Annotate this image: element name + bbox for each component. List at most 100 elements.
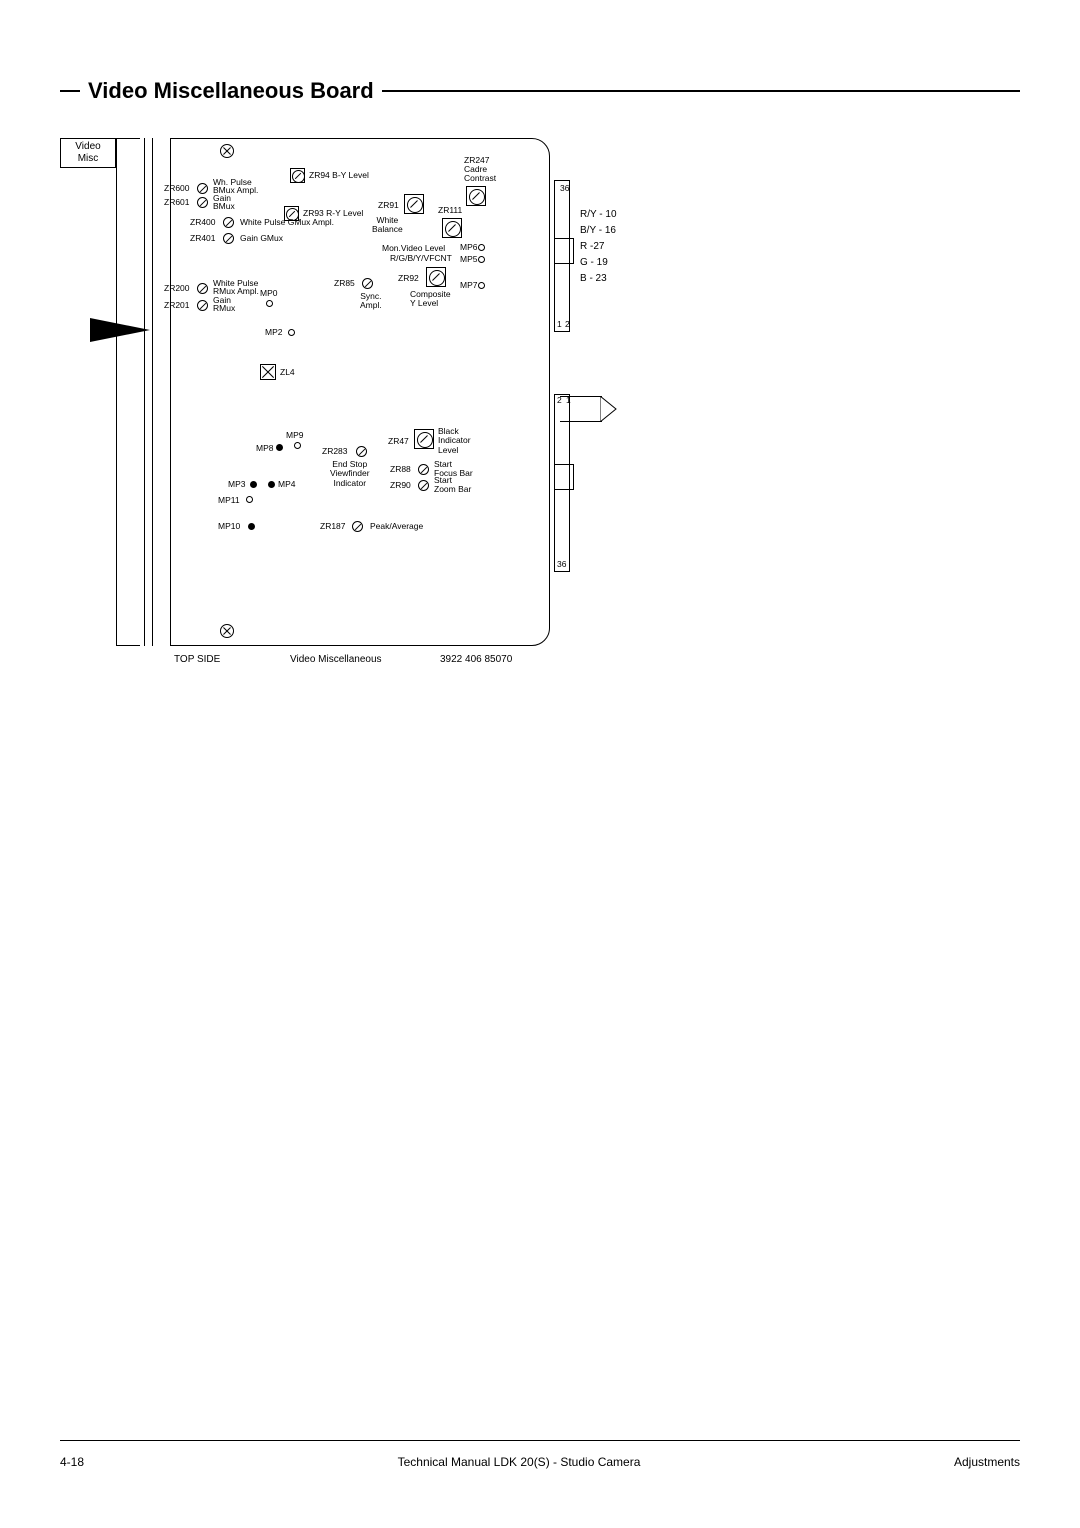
- mp7: [478, 282, 485, 289]
- label-zr85: ZR85: [334, 279, 355, 288]
- label-zr600: ZR600: [164, 184, 190, 193]
- side-label: Video Misc: [60, 138, 116, 168]
- pot-zr201: [197, 300, 208, 311]
- arrow-box: [560, 396, 602, 422]
- screw-icon: [220, 624, 234, 638]
- pot-zr94: [290, 168, 305, 183]
- mp0: [266, 300, 273, 307]
- footer-section: Adjustments: [954, 1455, 1020, 1469]
- pot-zr247: [466, 186, 486, 206]
- label-36-top: 36: [560, 184, 569, 193]
- arrow-icon: [600, 396, 630, 422]
- legend-item: B/Y - 16: [580, 225, 617, 236]
- mp2: [288, 329, 295, 336]
- vert-strip: [140, 138, 164, 646]
- label-zr401: ZR401: [190, 234, 216, 243]
- legend-item: R/Y - 10: [580, 209, 617, 220]
- mp11: [246, 496, 253, 503]
- mp3: [250, 481, 257, 488]
- label-conn-1: 1: [557, 320, 562, 329]
- pot-zr85: [362, 278, 373, 289]
- label-zr111: ZR111: [438, 206, 462, 215]
- label-36-bot: 36: [557, 560, 566, 569]
- footer-left: TOP SIDE: [174, 654, 220, 665]
- label-mon-video: Mon.Video Level: [382, 244, 445, 253]
- page-number: 4-18: [60, 1455, 84, 1469]
- label-contrast: Contrast: [464, 174, 496, 183]
- pot-zr47: [414, 429, 434, 449]
- label-mp0: MP0: [260, 289, 277, 298]
- label-mp9: MP9: [286, 431, 303, 440]
- label-zr601: ZR601: [164, 198, 190, 207]
- label-sync: Sync. Ampl.: [360, 292, 382, 311]
- pot-zr111: [442, 218, 462, 238]
- pot-zr283: [356, 446, 367, 457]
- label-mp3: MP3: [228, 480, 245, 489]
- label-mp7: MP7: [460, 281, 477, 290]
- pot-zr92: [426, 267, 446, 287]
- pot-zr400: [223, 217, 234, 228]
- pot-zr601: [197, 197, 208, 208]
- diagram: Video Misc ZR600 Wh. Pulse BMux Ampl. ZR…: [60, 126, 680, 686]
- label-zr47: ZR47: [388, 437, 409, 446]
- label-rgbyv: R/G/B/Y/VFCNT: [390, 254, 452, 263]
- label-zr200: ZR200: [164, 284, 190, 293]
- mp5: [478, 256, 485, 263]
- footer-rule: [60, 1440, 1020, 1441]
- pot-zr93: [284, 206, 299, 221]
- pot-zr187: [352, 521, 363, 532]
- label-comp-y: Composite Y Level: [410, 290, 451, 309]
- footer-center: Video Miscellaneous: [290, 654, 382, 665]
- label-zr88: ZR88: [390, 465, 411, 474]
- footer-title: Technical Manual LDK 20(S) - Studio Came…: [398, 1455, 641, 1469]
- pot-zr200: [197, 283, 208, 294]
- mp10: [248, 523, 255, 530]
- bracket: [116, 138, 140, 646]
- mp9: [294, 442, 301, 449]
- label-peak-avg: Peak/Average: [370, 522, 423, 531]
- page: Video Miscellaneous Board Video Misc ZR6…: [60, 90, 1020, 686]
- page-title: Video Miscellaneous Board: [80, 78, 382, 104]
- label-bmux: BMux: [213, 202, 235, 211]
- label-zl4: ZL4: [280, 368, 295, 377]
- pot-zr600: [197, 183, 208, 194]
- label-mp10: MP10: [218, 522, 240, 531]
- legend-item: G - 19: [580, 257, 617, 268]
- label-rmux: RMux: [213, 304, 235, 313]
- label-black-ind: Black Indicator Level: [438, 427, 471, 455]
- connector-slot-top: [554, 238, 574, 264]
- label-mp4: MP4: [278, 480, 295, 489]
- label-zr400: ZR400: [190, 218, 216, 227]
- label-mp11: MP11: [218, 496, 240, 505]
- pot-zr90: [418, 480, 429, 491]
- label-end-stop: End Stop Viewfinder Indicator: [330, 460, 370, 488]
- label-zr93: ZR93 R-Y Level: [303, 209, 363, 218]
- label-mp6: MP6: [460, 243, 477, 252]
- page-footer: 4-18 Technical Manual LDK 20(S) - Studio…: [60, 1455, 1020, 1469]
- mp8: [276, 444, 283, 451]
- side-label-line2: Misc: [61, 153, 115, 165]
- label-zr201: ZR201: [164, 301, 190, 310]
- legend-item: R -27: [580, 241, 617, 252]
- pot-zr88: [418, 464, 429, 475]
- pot-zr401: [223, 233, 234, 244]
- mp6: [478, 244, 485, 251]
- side-label-line1: Video: [61, 141, 115, 153]
- label-gain-gmux: Gain GMux: [240, 234, 283, 243]
- label-zr91: ZR91: [378, 201, 399, 210]
- label-zr283: ZR283: [322, 447, 348, 456]
- label-conn-2: 2: [565, 320, 570, 329]
- arrow-triangle: [90, 318, 150, 342]
- label-mp2: MP2: [265, 328, 282, 337]
- label-zr94: ZR94 B-Y Level: [309, 171, 369, 180]
- label-mp5: MP5: [460, 255, 477, 264]
- legend: R/Y - 10 B/Y - 16 R -27 G - 19 B - 23: [580, 204, 617, 289]
- mp4: [268, 481, 275, 488]
- title-rule: Video Miscellaneous Board: [60, 90, 1020, 92]
- label-zr92: ZR92: [398, 274, 419, 283]
- footer-right: 3922 406 85070: [440, 654, 512, 665]
- legend-item: B - 23: [580, 273, 617, 284]
- label-mp8: MP8: [256, 444, 273, 453]
- label-white-balance: White Balance: [372, 216, 403, 235]
- label-start-zoom: Start Zoom Bar: [434, 476, 471, 495]
